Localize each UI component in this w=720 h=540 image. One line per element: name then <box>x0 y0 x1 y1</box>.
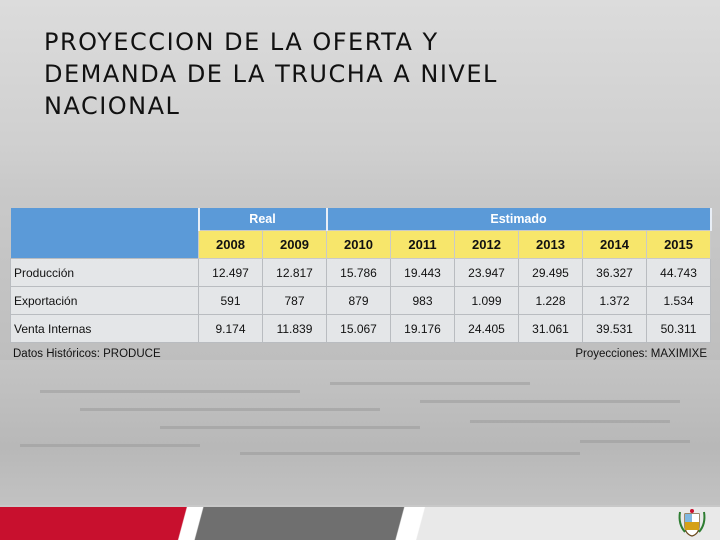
supply-demand-table: Real Estimado 2008 2009 2010 2011 2012 2… <box>10 208 712 343</box>
table-row: Exportación 591 787 879 983 1.099 1.228 … <box>10 286 712 315</box>
header-blank-cell <box>10 208 199 231</box>
table-cell: 9.174 <box>198 314 263 343</box>
table-cell: 39.531 <box>582 314 647 343</box>
table-cell: 19.176 <box>390 314 455 343</box>
title-line: DEMANDA DE LA TRUCHA A NIVEL <box>44 60 498 88</box>
row-label: Producción <box>10 258 199 287</box>
fish-cage-line <box>420 400 680 403</box>
table-cell: 1.372 <box>582 286 647 315</box>
title-line: PROYECCION DE LA OFERTA Y <box>44 28 439 56</box>
table-cell: 11.839 <box>262 314 327 343</box>
fish-cage-line <box>580 440 690 443</box>
source-note-projections: Proyecciones: MAXIMIXE <box>575 348 707 360</box>
year-header: 2008 <box>198 230 263 259</box>
table-cell: 44.743 <box>645 258 712 287</box>
table-cell: 50.311 <box>645 314 712 343</box>
table-row: Venta Internas 9.174 11.839 15.067 19.17… <box>10 314 712 343</box>
year-header: 2009 <box>262 230 327 259</box>
table-cell: 591 <box>198 286 263 315</box>
group-header-row: Real Estimado <box>10 208 712 231</box>
source-note-historical: Datos Históricos: PRODUCE <box>13 348 161 360</box>
year-header: 2012 <box>454 230 519 259</box>
year-header: 2010 <box>326 230 391 259</box>
table-cell: 1.228 <box>518 286 583 315</box>
row-label: Venta Internas <box>10 314 199 343</box>
fish-cage-line <box>40 390 300 393</box>
footer-stripes <box>0 507 720 540</box>
table-cell: 29.495 <box>518 258 583 287</box>
table-cell: 787 <box>262 286 327 315</box>
table-cell: 1.534 <box>645 286 712 315</box>
row-label: Exportación <box>10 286 199 315</box>
table-cell: 15.786 <box>326 258 391 287</box>
fish-cage-line <box>80 408 380 411</box>
year-header: 2011 <box>390 230 455 259</box>
table-cell: 12.497 <box>198 258 263 287</box>
table-cell: 24.405 <box>454 314 519 343</box>
estimado-group-header: Estimado <box>325 208 712 231</box>
table-cell: 23.947 <box>454 258 519 287</box>
header-blank-cell <box>10 230 199 259</box>
slide-title: PROYECCION DE LA OFERTA Y DEMANDA DE LA … <box>44 26 644 122</box>
table-cell: 31.061 <box>518 314 583 343</box>
fish-cage-line <box>330 382 530 385</box>
table-cell: 36.327 <box>582 258 647 287</box>
year-header: 2013 <box>518 230 583 259</box>
peru-coat-of-arms-icon <box>678 509 706 537</box>
year-header: 2014 <box>582 230 647 259</box>
table-cell: 19.443 <box>390 258 455 287</box>
table-cell: 12.817 <box>262 258 327 287</box>
title-line: NACIONAL <box>44 92 181 120</box>
lake-background <box>0 360 720 505</box>
year-header: 2015 <box>645 230 712 259</box>
year-header-row: 2008 2009 2010 2011 2012 2013 2014 2015 <box>10 230 712 259</box>
table-row: Producción 12.497 12.817 15.786 19.443 2… <box>10 258 712 287</box>
fish-cage-line <box>240 452 580 455</box>
fish-cage-line <box>160 426 420 429</box>
table-cell: 879 <box>326 286 391 315</box>
fish-cage-line <box>470 420 670 423</box>
table-cell: 1.099 <box>454 286 519 315</box>
real-group-header: Real <box>197 208 328 231</box>
fish-cage-line <box>20 444 200 447</box>
table-cell: 983 <box>390 286 455 315</box>
table-cell: 15.067 <box>326 314 391 343</box>
